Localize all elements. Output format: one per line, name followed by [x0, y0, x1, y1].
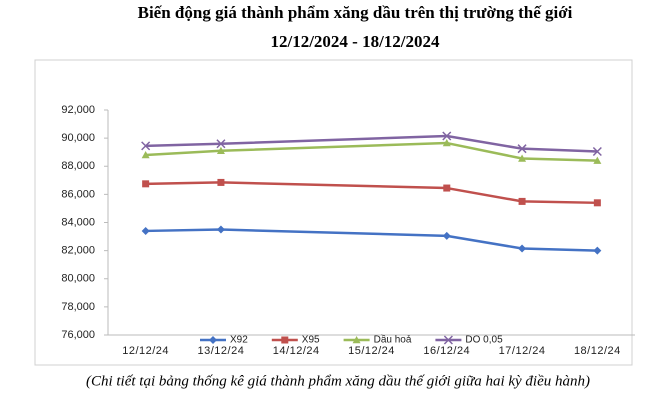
y-tick-label: 86,000 [61, 188, 95, 200]
data-point [217, 178, 225, 186]
series-line [145, 141, 598, 162]
y-tick-label: 88,000 [61, 160, 95, 172]
x-tick-label: 14/12/24 [273, 345, 320, 357]
chart-title: Biến động giá thành phẩm xăng dầu trên t… [138, 3, 573, 22]
data-point [141, 151, 150, 159]
data-point [442, 231, 451, 240]
series-line [145, 181, 598, 205]
y-tick-label: 78,000 [61, 301, 95, 313]
x-tick-label: 16/12/24 [423, 345, 470, 357]
data-point [216, 225, 225, 234]
chart-subtitle: 12/12/2024 - 18/12/2024 [270, 32, 440, 51]
legend-label: X95 [302, 335, 320, 346]
x-tick-label: 13/12/24 [198, 345, 245, 357]
chart-frame [34, 59, 633, 366]
legend-label: Dầu hoả [374, 334, 412, 346]
legend-marker [209, 336, 217, 344]
data-point [442, 131, 452, 141]
data-point [592, 146, 602, 157]
legend-label: DO 0,05 [465, 335, 503, 346]
caption: (Chi tiết tại bảng thống kê giá thành ph… [86, 373, 590, 389]
data-point [443, 184, 451, 192]
data-point [141, 141, 151, 151]
data-point [518, 154, 527, 162]
data-point [593, 246, 602, 255]
x-tick-label: 17/12/24 [499, 345, 546, 357]
data-point [593, 156, 602, 164]
x-tick-label: 15/12/24 [348, 345, 395, 357]
legend-marker [281, 336, 289, 344]
data-point [216, 146, 225, 154]
data-point [216, 139, 226, 149]
data-point [442, 139, 451, 147]
data-point [518, 197, 526, 205]
series-line [145, 134, 598, 153]
data-point [142, 180, 150, 188]
legend-marker [352, 336, 361, 344]
x-tick-label: 12/12/24 [122, 345, 169, 357]
y-tick-label: 82,000 [61, 245, 95, 257]
y-tick-label: 90,000 [61, 132, 95, 144]
x-tick-label: 18/12/24 [574, 345, 621, 357]
legend-marker [443, 335, 453, 345]
legend-label: X92 [230, 335, 248, 346]
y-tick-label: 80,000 [61, 273, 95, 285]
data-point [518, 244, 527, 253]
data-point [593, 199, 601, 207]
y-tick-label: 92,000 [61, 104, 95, 116]
data-point [517, 144, 527, 154]
series-line [145, 228, 598, 252]
y-tick-label: 76,000 [61, 329, 95, 341]
y-tick-label: 84,000 [61, 216, 95, 228]
data-point [141, 226, 150, 235]
